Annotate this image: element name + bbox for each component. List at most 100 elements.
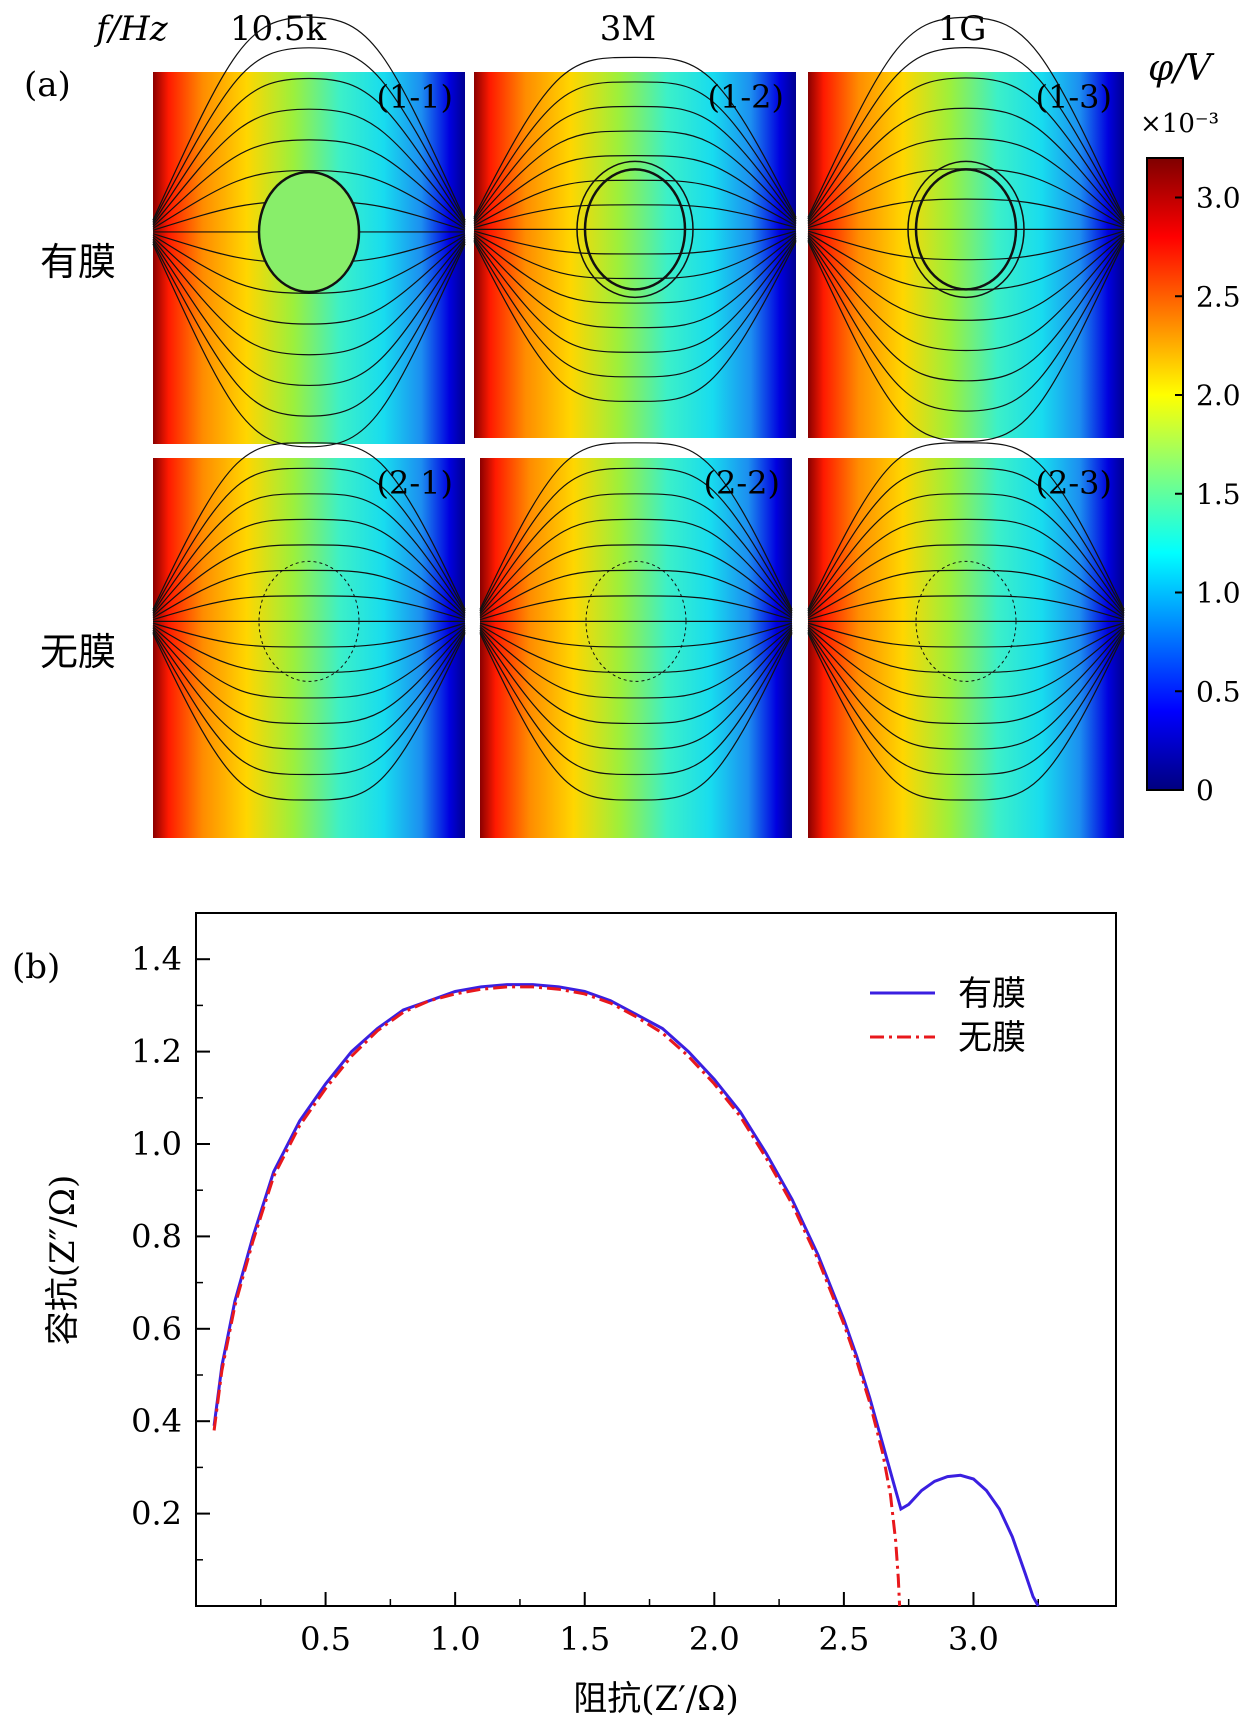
field-line <box>807 467 1125 612</box>
plot-curves <box>212 983 1040 1607</box>
field-line <box>479 624 793 674</box>
field-line <box>807 622 1125 648</box>
field-line <box>152 626 466 699</box>
panel-tag: (2-3) <box>1036 464 1113 502</box>
field-lines <box>807 16 1125 443</box>
field-line <box>807 442 1125 610</box>
colorbar-multiplier: ×10⁻³ <box>1140 109 1219 139</box>
field-line <box>807 624 1125 674</box>
y-tick-label: 0.4 <box>131 1402 182 1440</box>
legend-label: 有膜 <box>958 974 1026 1014</box>
field-line <box>473 81 797 220</box>
cell-outline <box>583 168 687 291</box>
field-line <box>152 569 466 619</box>
field-line <box>152 240 466 387</box>
colorbar-tick-label: 0 <box>1196 774 1214 807</box>
row-label-without-membrane: 无膜 <box>40 630 116 674</box>
field-panel-1-3: (1-3) <box>807 16 1125 443</box>
field-line <box>152 139 466 228</box>
cell-outline <box>257 170 361 294</box>
field-line <box>152 77 466 224</box>
field-line <box>807 237 1125 382</box>
colorbar-title: φ/V <box>1148 48 1215 89</box>
field-line <box>479 595 793 621</box>
series-line-有膜 <box>212 983 1040 1607</box>
field-line <box>152 627 466 725</box>
plot-frame <box>195 912 1117 1607</box>
membrane-outline <box>907 160 1025 299</box>
field-line <box>807 569 1125 619</box>
y-tick-label: 0.6 <box>131 1310 182 1348</box>
panel-tag: (1-2) <box>708 78 785 116</box>
field-line <box>152 238 466 356</box>
freq-label-1g: 1G <box>938 9 987 49</box>
colorbar-tick-label: 1.5 <box>1196 478 1241 511</box>
panel-tag: (1-3) <box>1036 78 1113 116</box>
x-tick-label: 1.5 <box>559 1620 610 1658</box>
field-line <box>473 130 797 223</box>
x-tick-label: 2.5 <box>818 1620 869 1658</box>
field-line <box>807 595 1125 621</box>
field-line <box>152 108 466 226</box>
x-tick-label: 3.0 <box>948 1620 999 1658</box>
x-tick-label: 2.0 <box>689 1620 740 1658</box>
field-line <box>152 518 466 615</box>
field-line <box>807 631 1125 776</box>
freq-label-3m: 3M <box>600 9 656 49</box>
field-line <box>152 467 466 612</box>
field-lines <box>479 442 793 801</box>
field-line <box>152 243 466 448</box>
field-line <box>807 633 1125 801</box>
field-line <box>807 518 1125 615</box>
field-line <box>473 237 797 353</box>
potential-map <box>808 72 1124 438</box>
field-line <box>152 493 466 614</box>
colorbar-tick-label: 2.0 <box>1196 379 1241 412</box>
field-line <box>807 107 1125 223</box>
field-line <box>152 629 466 750</box>
field-line <box>473 105 797 222</box>
field-line <box>152 47 466 222</box>
field-lines <box>473 56 797 403</box>
field-line <box>807 137 1125 225</box>
field-line <box>152 236 466 325</box>
frequency-title: f/Hz <box>93 9 169 49</box>
field-line <box>473 235 797 329</box>
field-line <box>473 241 797 403</box>
field-line <box>479 518 793 615</box>
panel-tag: (1-1) <box>377 78 454 116</box>
x-tick-label: 1.0 <box>430 1620 481 1658</box>
field-line <box>473 234 797 304</box>
y-tick-label: 0.8 <box>131 1217 182 1255</box>
cell-outline <box>258 560 360 682</box>
field-line <box>152 624 466 674</box>
field-line <box>152 16 466 221</box>
field-line <box>479 633 793 801</box>
field-line <box>807 627 1125 725</box>
field-line <box>479 442 793 610</box>
field-line <box>152 622 466 648</box>
field-panel-2-2: (2-2) <box>479 442 793 838</box>
field-line <box>152 633 466 801</box>
field-line <box>152 595 466 621</box>
y-axis-label: 容抗(Z″/Ω) <box>43 1175 83 1346</box>
plot-axes: 0.5 1.0 1.5 2.0 2.5 3.0 0.2 0.4 0.6 0.8 1.0 1.2 1.4 <box>131 940 1040 1658</box>
field-line <box>807 16 1125 218</box>
field-line <box>807 629 1125 750</box>
field-line <box>807 198 1125 229</box>
field-line <box>479 569 793 619</box>
field-lines <box>152 442 466 801</box>
cell-outline <box>915 560 1017 682</box>
field-line <box>479 493 793 614</box>
colorbar-tick-label: 3.0 <box>1196 182 1241 215</box>
field-line <box>473 204 797 229</box>
cell-outline <box>914 168 1018 291</box>
field-line <box>807 230 1125 261</box>
colorbar <box>1146 157 1184 791</box>
field-line <box>479 467 793 612</box>
field-line <box>807 241 1125 443</box>
freq-label-10k: 10.5k <box>230 9 327 49</box>
row-label-with-membrane: 有膜 <box>40 240 116 284</box>
field-line <box>807 77 1125 222</box>
field-line <box>479 627 793 725</box>
